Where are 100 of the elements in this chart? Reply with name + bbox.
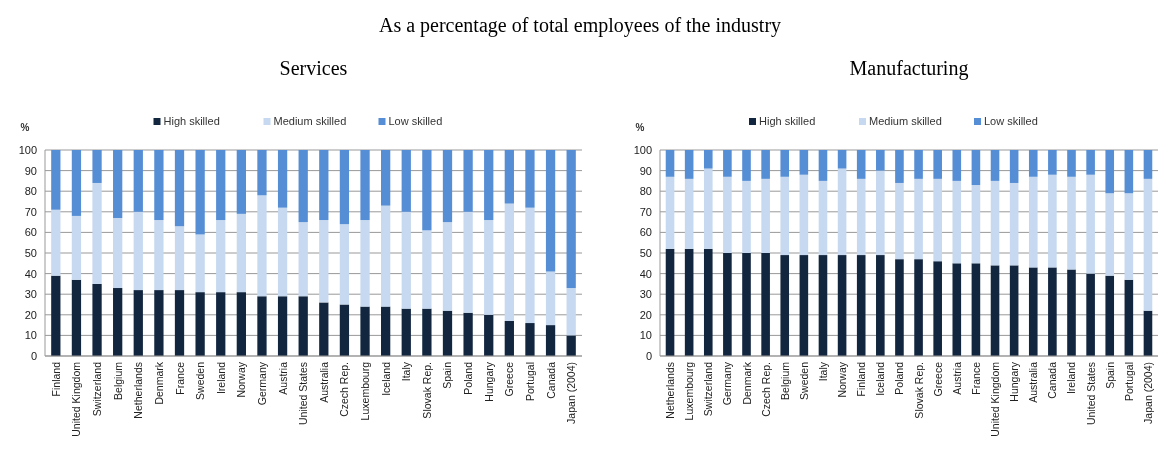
y-axis-title: % (635, 122, 645, 133)
bar (257, 296, 267, 356)
bar (1009, 265, 1019, 356)
bar (216, 220, 226, 293)
bar (856, 150, 866, 179)
bar (298, 150, 308, 223)
bar (195, 292, 205, 356)
bar (1048, 150, 1057, 175)
bar (339, 304, 350, 356)
bar (665, 150, 675, 177)
bar (566, 335, 576, 356)
x-tick-label: Sweden (194, 361, 207, 400)
bar (525, 150, 535, 208)
y-tick-label: 30 (639, 288, 652, 301)
bar (703, 150, 713, 169)
x-tick-label: Czech Rep. (338, 362, 351, 417)
bar (990, 265, 1000, 356)
bar (703, 248, 713, 356)
bar (837, 168, 847, 256)
y-tick-label: 60 (639, 226, 652, 239)
x-tick-label: Sweden (797, 361, 810, 400)
x-tick-label: Slovak Rep. (912, 362, 925, 419)
bar (298, 222, 308, 297)
bar (799, 255, 809, 356)
bar (319, 150, 329, 221)
legend-label: Low skilled (388, 115, 443, 127)
bar (154, 150, 164, 221)
y-tick-label: 100 (633, 144, 652, 156)
bar (856, 178, 866, 256)
bar (195, 150, 205, 235)
legend-label: Medium skilled (869, 115, 942, 127)
bar (484, 314, 494, 356)
x-tick-label: Portugal (1122, 362, 1135, 402)
bar (545, 325, 556, 356)
bar (566, 150, 576, 289)
bar (277, 207, 288, 297)
x-tick-label: Belgium (778, 361, 791, 400)
bar (71, 279, 82, 356)
x-tick-label: Australia (1027, 361, 1040, 403)
y-tick-label: 50 (639, 247, 652, 259)
x-tick-label: Netherlands (132, 362, 145, 419)
bar (761, 150, 770, 179)
x-tick-label: Austria (950, 361, 963, 395)
bar (723, 253, 732, 356)
x-tick-label: Hungary (482, 361, 495, 402)
y-axis-title: % (20, 122, 30, 133)
x-tick-label: Greece (503, 361, 516, 397)
y-tick-label: 90 (24, 164, 37, 177)
x-tick-label: Spain (441, 361, 454, 389)
x-tick-label: Luxembourg (359, 361, 372, 421)
y-tick-label: 80 (24, 185, 37, 198)
x-tick-label: Spain (1103, 361, 1116, 389)
bar (298, 296, 308, 356)
bar (545, 271, 556, 326)
legend-label: High skilled (163, 115, 220, 127)
bar (952, 180, 962, 264)
bar (257, 195, 267, 297)
bar (154, 290, 164, 356)
bar (723, 176, 732, 253)
bar (933, 178, 942, 262)
x-tick-label: Germany (255, 361, 268, 406)
bar (895, 182, 904, 260)
bar (216, 150, 226, 221)
bar (484, 220, 494, 315)
bar (174, 290, 185, 356)
x-tick-label: Italy (400, 361, 413, 382)
bar (360, 150, 370, 221)
bar (174, 226, 185, 291)
bar (933, 150, 942, 179)
bar (703, 168, 713, 249)
bar (1086, 273, 1095, 356)
x-tick-label: Germany (721, 361, 734, 406)
bar (1105, 275, 1115, 356)
x-tick-label: Finland (49, 361, 62, 397)
bar (154, 220, 164, 291)
bar (113, 217, 123, 289)
bar (990, 150, 1000, 181)
bar (339, 150, 350, 225)
bar (51, 150, 61, 210)
x-tick-label: Canada (1046, 361, 1059, 399)
bar (971, 263, 981, 356)
bar (339, 224, 350, 305)
bar (914, 259, 923, 356)
bar (442, 310, 453, 356)
x-tick-label: Iceland (874, 361, 887, 396)
bar (1124, 150, 1134, 194)
x-tick-label: United States (1084, 362, 1097, 426)
x-tick-label: Austria (276, 361, 289, 395)
bar (818, 180, 828, 256)
bar (761, 253, 770, 356)
bar (990, 180, 1000, 266)
bar (236, 213, 246, 293)
x-tick-label: Slovak Rep. (420, 362, 433, 419)
bar (504, 150, 514, 204)
bar (504, 320, 514, 356)
bar (856, 255, 866, 356)
x-tick-label: Finland (855, 361, 868, 397)
x-tick-label: Norway (235, 361, 248, 398)
bar (484, 150, 494, 221)
y-tick-label: 80 (639, 185, 652, 198)
